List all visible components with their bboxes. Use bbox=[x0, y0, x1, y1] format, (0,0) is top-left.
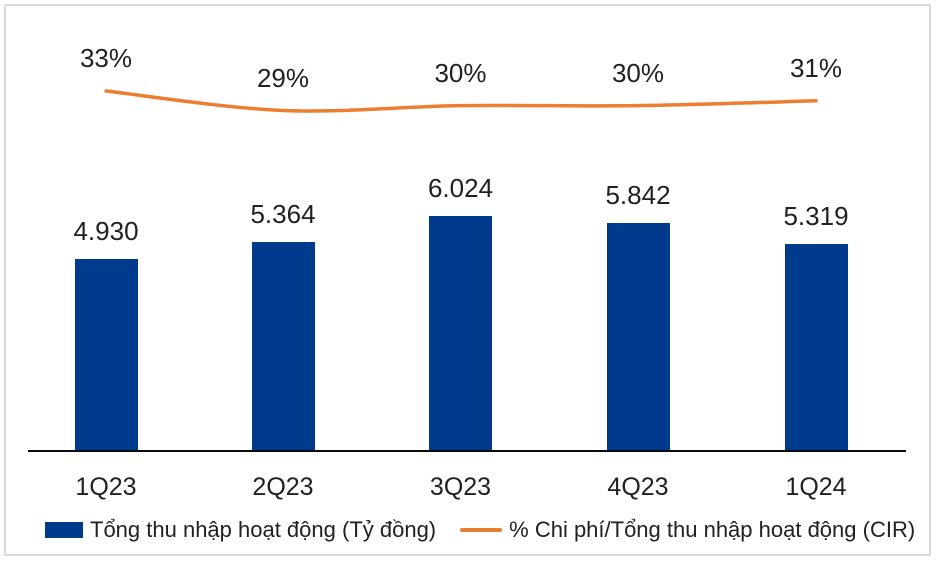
x-axis-label-1Q23: 1Q23 bbox=[75, 473, 137, 501]
bar-legend-label: Tổng thu nhập hoạt động (Tỷ đồng) bbox=[90, 517, 437, 542]
bar-value-label-4Q23: 5.842 bbox=[605, 180, 671, 211]
bar-3Q23 bbox=[429, 216, 492, 450]
cir-value-label-4Q23: 30% bbox=[611, 57, 665, 88]
cir-value-label-2Q23: 29% bbox=[256, 62, 310, 93]
bar-4Q23 bbox=[606, 223, 670, 450]
x-axis-label-4Q23: 4Q23 bbox=[607, 473, 669, 501]
bar-1Q23 bbox=[74, 258, 138, 450]
line-legend-label: % Chi phí/Tổng thu nhập hoạt động (CIR) bbox=[509, 517, 916, 542]
bar-value-label-3Q23: 6.024 bbox=[427, 173, 494, 204]
x-axis-label-3Q23: 3Q23 bbox=[429, 473, 492, 501]
x-axis-line bbox=[28, 450, 906, 452]
cir-line-path bbox=[104, 89, 818, 113]
bar-value-label-1Q24: 5.319 bbox=[783, 200, 849, 231]
x-axis-label-2Q23: 2Q23 bbox=[252, 473, 314, 501]
cir-value-label-3Q23: 30% bbox=[434, 57, 487, 88]
cir-value-label-1Q23: 33% bbox=[79, 43, 133, 74]
bar-1Q24 bbox=[784, 243, 848, 450]
line-legend-swatch bbox=[460, 528, 503, 532]
bar-legend-swatch bbox=[45, 522, 83, 538]
bar-value-label-2Q23: 5.364 bbox=[250, 198, 316, 229]
x-axis-label-1Q24: 1Q24 bbox=[785, 473, 847, 501]
bar-value-label-1Q23: 4.930 bbox=[73, 215, 139, 246]
cir-value-label-1Q24: 31% bbox=[789, 52, 843, 83]
legend: Tổng thu nhập hoạt động (Tỷ đồng) % Chi … bbox=[45, 514, 915, 546]
bar-2Q23 bbox=[251, 241, 315, 450]
